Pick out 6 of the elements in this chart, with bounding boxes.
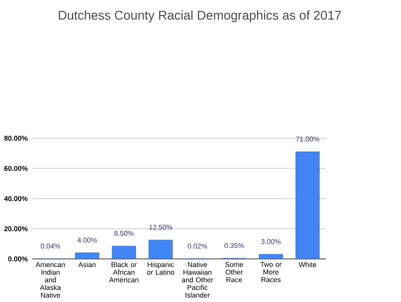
bar — [296, 152, 320, 260]
bar — [75, 252, 100, 260]
bar — [148, 240, 173, 260]
chart-title: Dutchess County Racial Demographics as of 2017 — [58, 10, 341, 22]
bar — [258, 254, 283, 260]
bar — [112, 246, 136, 260]
